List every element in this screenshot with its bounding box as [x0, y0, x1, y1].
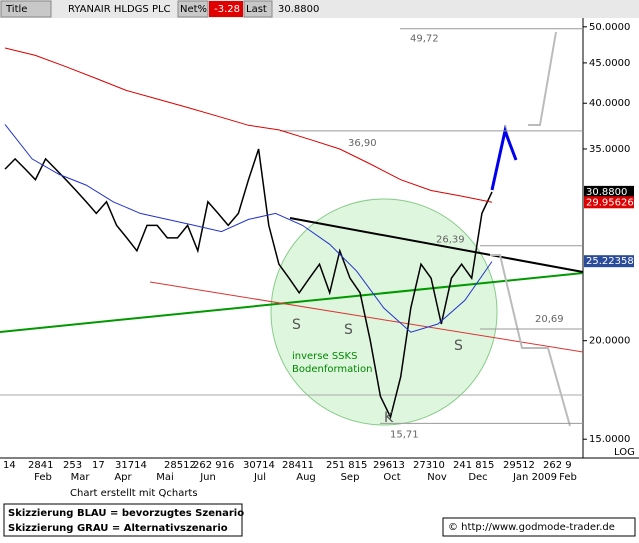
y-tick-label: 20.0000	[589, 336, 630, 347]
pattern-label: S	[292, 317, 301, 333]
x-month-label: Mai	[156, 472, 174, 483]
x-month-label: Nov	[427, 472, 447, 483]
title-cell	[0, 0, 52, 18]
pattern-label: S	[344, 322, 353, 338]
blue-scenario	[490, 125, 518, 191]
green-trendline	[0, 272, 584, 333]
x-month-label: Aug	[296, 472, 316, 483]
title-label: Title	[5, 4, 27, 15]
price-tag-label: 25.22358	[586, 256, 634, 267]
net-label: Net%	[180, 4, 207, 15]
level-label: 26,39	[436, 235, 465, 246]
last-value: 30.8800	[278, 4, 319, 15]
level-label: 49,72	[410, 34, 439, 45]
x-day-label: 251 815	[326, 460, 367, 471]
pattern-label: K	[384, 410, 394, 426]
price-tag-label: 29.95626	[586, 197, 634, 208]
price-tag	[584, 196, 634, 209]
x-day-label: 17	[92, 460, 105, 471]
neckline	[289, 217, 584, 273]
x-day-label: 28512	[164, 460, 196, 471]
pattern-label: S	[454, 338, 463, 354]
x-day-label: 29512	[503, 460, 535, 471]
price-tag	[584, 185, 634, 198]
x-day-label: 29613	[373, 460, 405, 471]
price-tag	[584, 255, 634, 268]
x-day-label: 253	[63, 460, 82, 471]
x-day-label: 241 815	[453, 460, 494, 471]
legend-grey: Skizzierung GRAU = Alternativszenario	[8, 523, 228, 534]
net-cell	[177, 0, 209, 18]
legend-blue: Skizzierung BLAU = bevorzugtes Szenario	[8, 508, 244, 519]
price-tag-label: 30.8800	[586, 187, 627, 198]
log-label: LOG	[614, 447, 635, 458]
x-month-label: Feb	[34, 472, 52, 483]
x-day-label: 27310	[413, 460, 445, 471]
level-label: 36,90	[348, 138, 377, 149]
x-month-label: Mar	[71, 472, 91, 483]
y-tick-label: 15.0000	[589, 434, 630, 445]
level-label: 20,69	[535, 314, 564, 325]
red-trendline	[149, 281, 584, 353]
pattern-text: Bodenformation	[292, 364, 372, 375]
series-line	[4, 124, 493, 333]
grey-scenario-down	[490, 254, 571, 427]
copyright-box	[442, 517, 636, 537]
x-month-label: Jan 2009	[512, 472, 557, 483]
grey-scenario-up	[528, 31, 557, 126]
x-month-label: Feb	[559, 472, 577, 483]
y-tick-label: 40.0000	[589, 98, 630, 109]
x-month-label: Sep	[341, 472, 360, 483]
last-label: Last	[246, 4, 267, 15]
header-bar	[0, 0, 639, 18]
x-day-label: 30714	[243, 460, 275, 471]
x-day-label: 14	[3, 460, 16, 471]
net-value: -3.28	[214, 4, 240, 15]
copyright: © http://www.godmode-trader.de	[448, 522, 615, 533]
y-tick-label: 50.0000	[589, 22, 630, 33]
x-month-label: Apr	[114, 472, 132, 483]
x-month-label: Jul	[253, 472, 266, 483]
legend-box	[3, 503, 243, 537]
x-day-label: 262 916	[193, 460, 234, 471]
x-month-label: Oct	[383, 472, 400, 483]
symbol: RYANAIR HLDGS PLC	[68, 4, 171, 15]
credit: Chart erstellt mit Qcharts	[70, 488, 198, 499]
x-day-label: 2841	[28, 460, 53, 471]
x-day-label: 262 9	[543, 460, 572, 471]
x-day-label: 31714	[115, 460, 147, 471]
y-tick-label: 35.0000	[589, 144, 630, 155]
y-tick-label: 45.0000	[589, 58, 630, 69]
last-cell	[243, 0, 273, 18]
x-month-label: Dec	[468, 472, 487, 483]
x-day-label: 28411	[282, 460, 314, 471]
net-value-cell	[209, 1, 243, 17]
x-month-label: Jun	[199, 472, 216, 483]
pattern-text: inverse SSKS	[292, 351, 357, 362]
series-line	[4, 148, 493, 420]
series-line	[4, 47, 493, 203]
pattern-circle	[270, 198, 498, 426]
level-label: 15,71	[390, 429, 419, 440]
